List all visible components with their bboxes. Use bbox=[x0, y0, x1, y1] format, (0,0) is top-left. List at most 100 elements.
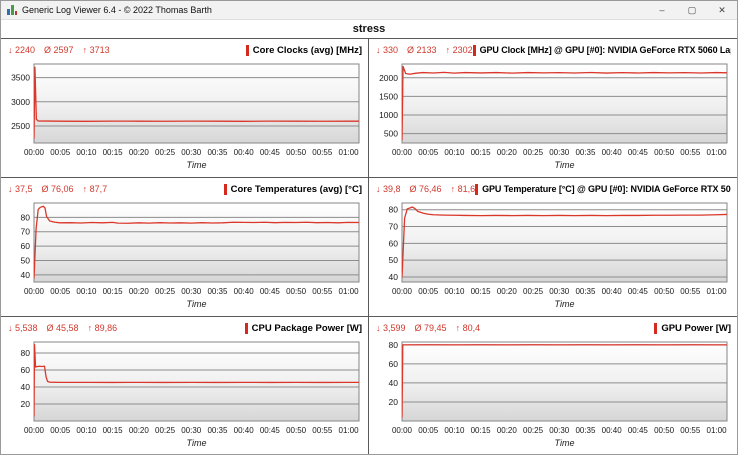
y-tick-label: 80 bbox=[21, 212, 31, 222]
x-tick-label: 00:15 bbox=[471, 287, 492, 296]
legend-color-bar bbox=[472, 44, 476, 56]
x-tick-label: 00:45 bbox=[260, 148, 281, 157]
max-stat: ↑ 3713 bbox=[82, 45, 110, 55]
x-tick-label: 00:35 bbox=[575, 287, 596, 296]
minimize-button[interactable]: – bbox=[659, 5, 665, 15]
title-bar: Generic Log Viewer 6.4 - © 2022 Thomas B… bbox=[1, 1, 737, 20]
x-tick-label: 00:00 bbox=[24, 148, 45, 157]
chart-title: Core Clocks (avg) [MHz] bbox=[252, 44, 362, 56]
x-tick-label: 00:55 bbox=[680, 287, 701, 296]
maximize-button[interactable]: ▢ bbox=[687, 4, 697, 15]
y-tick-label: 2000 bbox=[379, 73, 398, 83]
legend-color-bar bbox=[244, 322, 248, 334]
legend-color-bar bbox=[654, 322, 658, 334]
x-tick-label: 00:35 bbox=[575, 426, 596, 435]
y-tick-label: 60 bbox=[21, 365, 31, 375]
x-tick-label: 00:50 bbox=[654, 426, 675, 435]
x-tick-label: 00:45 bbox=[628, 287, 649, 296]
x-tick-label: 00:00 bbox=[392, 426, 413, 435]
x-tick-label: 00:40 bbox=[234, 148, 255, 157]
close-button[interactable]: ✕ bbox=[718, 4, 726, 15]
legend-title-group: GPU Temperature [°C] @ GPU [#0]: NVIDIA … bbox=[475, 183, 731, 195]
x-tick-label: 00:20 bbox=[129, 426, 150, 435]
y-tick-label: 1000 bbox=[379, 110, 398, 120]
chart-svg: 40 50 60 70 80 00:00 00:05 00:10 00:15 00:20 00:25… bbox=[389, 202, 728, 309]
x-tick-label: 00:55 bbox=[680, 148, 701, 157]
x-tick-label: 00:05 bbox=[50, 426, 71, 435]
x-tick-label: 00:55 bbox=[680, 426, 701, 435]
x-tick-label: 01:00 bbox=[339, 148, 360, 157]
x-tick-label: 00:25 bbox=[155, 148, 176, 157]
chart-title: CPU Package Power [W] bbox=[251, 322, 362, 334]
chart-header: ↓ 3,599 Ø 79,45 ↑ 80,4 GPU Power [W] bbox=[369, 317, 737, 339]
max-stat: ↑ 89,86 bbox=[87, 323, 118, 333]
y-tick-label: 40 bbox=[21, 270, 31, 280]
x-tick-label: 00:25 bbox=[523, 148, 544, 157]
x-tick-label: 00:35 bbox=[207, 148, 228, 157]
chart-panel: ↓ 2240 Ø 2597 ↑ 3713 Core Clocks (avg) [MHz… bbox=[1, 39, 369, 178]
y-tick-label: 80 bbox=[389, 340, 399, 350]
x-tick-label: 01:00 bbox=[707, 426, 728, 435]
y-tick-label: 3000 bbox=[11, 97, 30, 107]
plot-background bbox=[402, 342, 727, 421]
x-tick-label: 00:40 bbox=[602, 287, 623, 296]
x-tick-label: 00:15 bbox=[471, 426, 492, 435]
window-title: Generic Log Viewer 6.4 - © 2022 Thomas B… bbox=[22, 5, 212, 15]
chart-panel: ↓ 5,538 Ø 45,58 ↑ 89,86 CPU Package Power [… bbox=[1, 317, 369, 454]
y-tick-label: 1500 bbox=[379, 91, 398, 101]
y-tick-label: 40 bbox=[389, 378, 399, 388]
legend-title-group: Core Temperatures (avg) [°C] bbox=[223, 183, 362, 195]
series-line bbox=[34, 343, 359, 417]
chart-stats: ↓ 3,599 Ø 79,45 ↑ 80,4 bbox=[376, 323, 480, 333]
plot-background bbox=[34, 342, 359, 421]
y-tick-label: 80 bbox=[389, 205, 399, 215]
chart-title: Core Temperatures (avg) [°C] bbox=[230, 183, 362, 195]
x-tick-label: 00:50 bbox=[286, 287, 307, 296]
x-tick-label: 00:40 bbox=[234, 426, 255, 435]
plot-background bbox=[402, 203, 727, 282]
y-tick-label: 60 bbox=[389, 238, 399, 248]
avg-stat: Ø 2597 bbox=[44, 45, 74, 55]
x-tick-label: 00:35 bbox=[207, 426, 228, 435]
chart-svg: 2500 3000 3500 00:00 00:05 00:10 00:15 00:20 00:… bbox=[11, 63, 360, 170]
x-tick-label: 00:35 bbox=[207, 287, 228, 296]
x-tick-label: 00:10 bbox=[76, 287, 97, 296]
y-tick-label: 40 bbox=[21, 382, 31, 392]
x-tick-label: 01:00 bbox=[707, 148, 728, 157]
plot-border bbox=[33, 202, 360, 283]
x-tick-label: 00:15 bbox=[471, 148, 492, 157]
plot-background bbox=[34, 64, 359, 143]
chart-header: ↓ 2240 Ø 2597 ↑ 3713 Core Clocks (avg) [MHz… bbox=[1, 39, 368, 61]
min-stat: ↓ 3,599 bbox=[376, 323, 406, 333]
chart-svg: 500 1000 1500 2000 00:00 00:05 00:10 00:15 00:20… bbox=[379, 63, 728, 170]
x-tick-label: 00:05 bbox=[418, 287, 439, 296]
plot-background bbox=[34, 203, 359, 282]
min-stat: ↓ 37,5 bbox=[8, 184, 33, 194]
y-tick-label: 60 bbox=[389, 359, 399, 369]
y-tick-label: 2500 bbox=[11, 121, 30, 131]
chart-title: GPU Clock [MHz] @ GPU [#0]: NVIDIA GeFor… bbox=[479, 45, 731, 55]
chart-stats: ↓ 330 Ø 2133 ↑ 2302 bbox=[376, 45, 473, 55]
max-stat: ↑ 81,6 bbox=[450, 184, 476, 194]
chart-header: ↓ 39,8 Ø 76,46 ↑ 81,6 GPU Temperature [°C] … bbox=[369, 178, 737, 200]
y-tick-label: 70 bbox=[21, 227, 31, 237]
avg-stat: Ø 2133 bbox=[407, 45, 437, 55]
x-tick-label: 00:00 bbox=[392, 148, 413, 157]
chart-stats: ↓ 2240 Ø 2597 ↑ 3713 bbox=[8, 45, 110, 55]
y-tick-label: 60 bbox=[21, 241, 31, 251]
x-tick-label: 00:55 bbox=[312, 287, 333, 296]
x-tick-label: 00:15 bbox=[103, 426, 124, 435]
series-line bbox=[402, 65, 727, 141]
x-tick-label: 00:30 bbox=[181, 148, 202, 157]
chart-title: GPU Power [W] bbox=[661, 322, 731, 334]
legend-color-bar bbox=[475, 183, 479, 195]
x-tick-label: 01:00 bbox=[339, 287, 360, 296]
x-tick-label: 00:00 bbox=[392, 287, 413, 296]
y-tick-label: 50 bbox=[21, 255, 31, 265]
avg-stat: Ø 76,06 bbox=[41, 184, 74, 194]
x-tick-label: 00:00 bbox=[24, 426, 45, 435]
app-icon bbox=[7, 5, 17, 15]
chart-stats: ↓ 37,5 Ø 76,06 ↑ 87,7 bbox=[8, 184, 107, 194]
x-axis-label: Time bbox=[555, 438, 575, 448]
x-tick-label: 00:50 bbox=[654, 148, 675, 157]
